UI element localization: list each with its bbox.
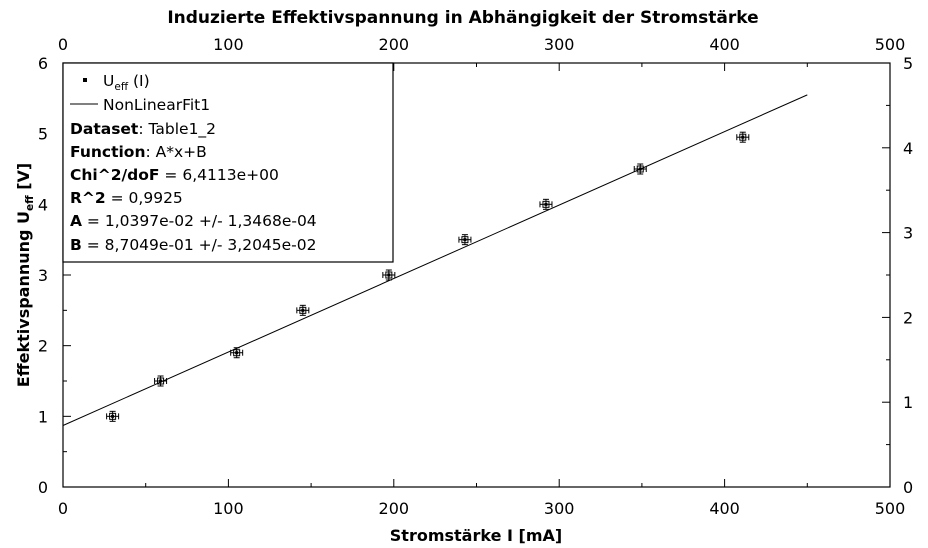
legend-points-suffix: (I) <box>128 72 150 90</box>
legend: Ueff (I) NonLinearFit1 Dataset: Table1_2… <box>62 62 394 263</box>
x-axis-label: Stromstärke I [mA] <box>390 526 562 545</box>
x-tick-label-bottom: 400 <box>709 499 740 518</box>
legend-points-main: U <box>103 72 114 90</box>
y-tick-label-right: 0 <box>903 478 913 497</box>
fit-param-b: B = 8,7049e-01 +/- 3,2045e-02 <box>70 236 317 254</box>
fit-param-a-value: = 1,0397e-02 +/- 1,3468e-04 <box>82 212 317 230</box>
legend-box <box>62 62 394 263</box>
fit-function-key: Function <box>70 143 145 161</box>
fit-chi2-value: = 6,4113e+00 <box>160 166 279 184</box>
y-axis-label-sub: eff <box>24 195 36 211</box>
x-tick-label-bottom: 100 <box>213 499 244 518</box>
x-tick-label-top: 500 <box>875 35 906 54</box>
point-marker <box>111 414 115 418</box>
y-tick-label-left: 2 <box>38 337 48 356</box>
point-marker-box <box>542 200 550 208</box>
fit-param-a-key: A <box>70 212 82 230</box>
legend-entry-fit: NonLinearFit1 <box>103 96 210 114</box>
fit-chi2: Chi^2/doF = 6,4113e+00 <box>70 166 279 184</box>
data-point <box>736 131 750 143</box>
x-tick-label-top: 400 <box>709 35 740 54</box>
y-tick-label-left: 3 <box>38 266 48 285</box>
legend-points-sub: eff <box>114 81 128 93</box>
x-tick-label-top: 200 <box>379 35 410 54</box>
x-tick-label-bottom: 200 <box>379 499 410 518</box>
y-tick-label-left: 0 <box>38 478 48 497</box>
point-marker-box <box>233 349 241 357</box>
fit-param-b-value: = 8,7049e-01 +/- 3,2045e-02 <box>82 236 317 254</box>
fit-dataset: Dataset: Table1_2 <box>70 120 216 139</box>
y-tick-label-right: 4 <box>903 139 913 158</box>
point-marker <box>638 167 642 171</box>
x-tick-label-top: 300 <box>544 35 575 54</box>
fit-dataset-value: : Table1_2 <box>138 120 216 139</box>
y-tick-label-right: 2 <box>903 308 913 327</box>
data-point <box>633 163 647 175</box>
y-tick-label-right: 3 <box>903 224 913 243</box>
fit-param-b-key: B <box>70 236 82 254</box>
y-tick-label-right: 1 <box>903 393 913 412</box>
legend-marker-points <box>83 78 87 82</box>
point-marker-box <box>461 236 469 244</box>
fit-param-a: A = 1,0397e-02 +/- 1,3468e-04 <box>70 212 317 230</box>
point-marker-box <box>157 377 165 385</box>
data-point <box>230 347 244 359</box>
point-marker-box <box>739 133 747 141</box>
data-point <box>458 234 472 246</box>
data-point <box>382 269 396 281</box>
point-marker-box <box>385 271 393 279</box>
point-marker <box>741 135 745 139</box>
point-marker <box>544 202 548 206</box>
legend-entry-points: Ueff (I) <box>103 72 150 93</box>
point-marker <box>235 351 239 355</box>
x-tick-label-bottom: 300 <box>544 499 575 518</box>
y-tick-label-right: 5 <box>903 54 913 73</box>
data-points <box>106 131 750 422</box>
y-tick-label-left: 4 <box>38 195 48 214</box>
data-point <box>106 410 120 422</box>
fit-dataset-key: Dataset <box>70 120 139 138</box>
fit-line-path <box>62 94 808 426</box>
data-point <box>154 375 168 387</box>
x-tick-label-top: 0 <box>58 35 68 54</box>
fit-function-value: : A*x+B <box>145 143 206 161</box>
fit-function: Function: A*x+B <box>70 143 207 161</box>
fit-r2-key: R^2 <box>70 189 106 207</box>
point-marker-box <box>636 165 644 173</box>
data-point <box>296 304 310 316</box>
data-point <box>539 198 553 210</box>
chart-title: Induzierte Effektivspannung in Abhängigk… <box>167 8 758 28</box>
y-axis-label-unit: [V] <box>14 163 33 196</box>
fit-r2: R^2 = 0,9925 <box>70 189 183 207</box>
x-tick-label-top: 100 <box>213 35 244 54</box>
y-tick-label-left: 6 <box>38 54 48 73</box>
y-axis-label: Effektivspannung Ueff [V] <box>14 163 36 388</box>
point-marker <box>463 238 467 242</box>
fit-r2-value: = 0,9925 <box>106 189 183 207</box>
x-tick-label-bottom: 0 <box>58 499 68 518</box>
y-axis-label-main: Effektivspannung U <box>14 211 33 387</box>
x-tick-label-bottom: 500 <box>875 499 906 518</box>
point-marker <box>301 308 305 312</box>
point-marker-box <box>299 306 307 314</box>
point-marker-box <box>109 412 117 420</box>
axis-ticks: 0010010020020030030040040050050001234560… <box>38 35 913 518</box>
fit-line <box>62 94 808 426</box>
point-marker <box>387 273 391 277</box>
y-tick-label-left: 5 <box>38 125 48 144</box>
fit-chi2-key: Chi^2/doF <box>70 166 160 184</box>
point-marker <box>159 379 163 383</box>
y-tick-label-left: 1 <box>38 407 48 426</box>
